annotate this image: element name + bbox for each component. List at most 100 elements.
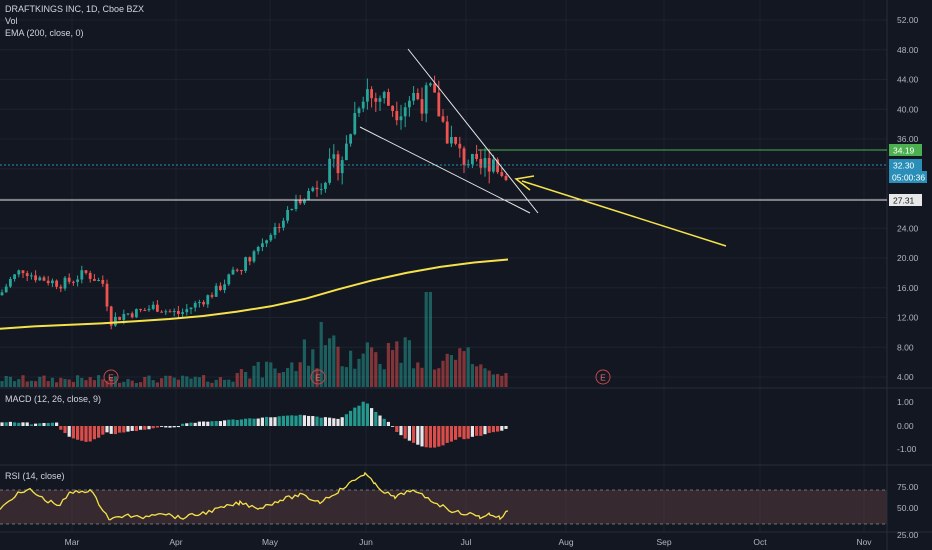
svg-text:E: E [108,373,114,383]
volume-bar [374,352,378,387]
volume-bar [504,373,508,387]
candle-body [9,279,12,287]
volume-bar [403,337,407,387]
candle-body [51,280,54,284]
macd-bar [370,408,374,426]
svg-text:34.19: 34.19 [893,146,915,156]
candle-body [101,280,105,284]
symbol-title[interactable]: DRAFTKINGS INC, 1D, Cboe BZX [5,4,144,14]
volume-bar [332,335,336,387]
macd-bar [46,423,50,426]
volume-bar [449,355,453,387]
candle-body [483,158,487,168]
candle-body [193,302,197,308]
rsi-label[interactable]: RSI (14, close) [5,471,65,481]
macd-bar [189,422,193,426]
volume-bar [487,370,491,387]
volume-bar [235,373,239,387]
candle-body [227,274,231,285]
volume-bars [0,292,508,387]
macd-bar [223,420,227,426]
resistance-tag: 34.19 [889,144,922,156]
volume-bar [265,361,269,387]
candle-body [76,279,79,282]
candle-body [269,235,273,241]
volume-bar [42,375,46,387]
wedge-upper-line[interactable] [407,48,539,214]
volume-bar [244,371,248,387]
candle-body [420,99,424,114]
macd-bar [437,426,441,447]
candle-body [63,277,67,289]
candle-body [366,89,369,102]
candle-body [324,182,327,190]
volume-bar [76,375,80,387]
candle-body [139,309,142,311]
macd-bar [59,426,63,430]
macd-bar [21,422,25,426]
macd-bar [399,426,403,436]
volume-bar [323,345,327,387]
earnings-marker[interactable]: E [103,369,119,385]
volume-bar [126,379,130,387]
candle-body [122,313,126,320]
candle-body [13,274,16,280]
macd-bar [4,422,8,426]
candle-body [59,286,63,289]
candle-body [445,121,449,144]
macd-bar [130,426,134,431]
x-tick-label: Sep [656,537,671,547]
volume-bar [63,379,67,387]
volume-bar [181,375,185,387]
arrow-shaft[interactable] [521,180,727,247]
wedge-lower-line[interactable] [359,126,531,214]
macd-bar [386,421,390,426]
macd-bar [353,407,357,426]
time-axis[interactable]: Mar Apr May Jun Jul Aug Sep Oct Nov [65,537,873,547]
earnings-marker[interactable]: E [595,369,611,385]
rsi-tick: 50.00 [897,503,919,513]
macd-bar [277,416,281,426]
candle-body [433,83,436,93]
macd-bar [416,426,420,445]
volume-bar [361,353,365,387]
candle-body [496,159,499,173]
macd-bar [147,426,151,430]
macd-bar [193,422,197,426]
volume-bar [134,382,138,387]
volume-bar [34,381,38,387]
macd-bar [34,423,38,426]
volume-bar [113,376,117,387]
volume-bar [424,292,428,387]
macd-bar [92,426,96,440]
volume-bar [290,362,294,387]
candle-body [214,285,218,297]
price-tick: 8.00 [897,342,914,352]
macd-bar [218,421,222,426]
candle-body [42,277,46,281]
macd-bar [496,426,500,432]
volume-bar [151,380,155,387]
volume-label[interactable]: Vol [5,16,18,26]
volume-bar [13,381,17,387]
candle-body [315,187,319,190]
volume-bar [218,377,222,387]
volume-bar [420,367,424,387]
candle-body [286,209,289,221]
rsi-line [0,471,509,521]
ema-label[interactable]: EMA (200, close, 0) [5,28,84,38]
candle-body [198,302,201,304]
candle-body [408,100,411,108]
volume-bar [307,365,311,387]
earnings-marker[interactable]: E [310,369,326,385]
price-tick: 48.00 [897,45,919,55]
candle-body [114,316,117,326]
candle-body [437,92,441,117]
candlesticks [0,75,508,330]
macd-bar [340,417,344,426]
volume-bar [399,362,403,387]
volume-bar [386,343,390,387]
macd-label[interactable]: MACD (12, 26, close, 9) [5,394,101,404]
macd-bar [290,415,294,426]
